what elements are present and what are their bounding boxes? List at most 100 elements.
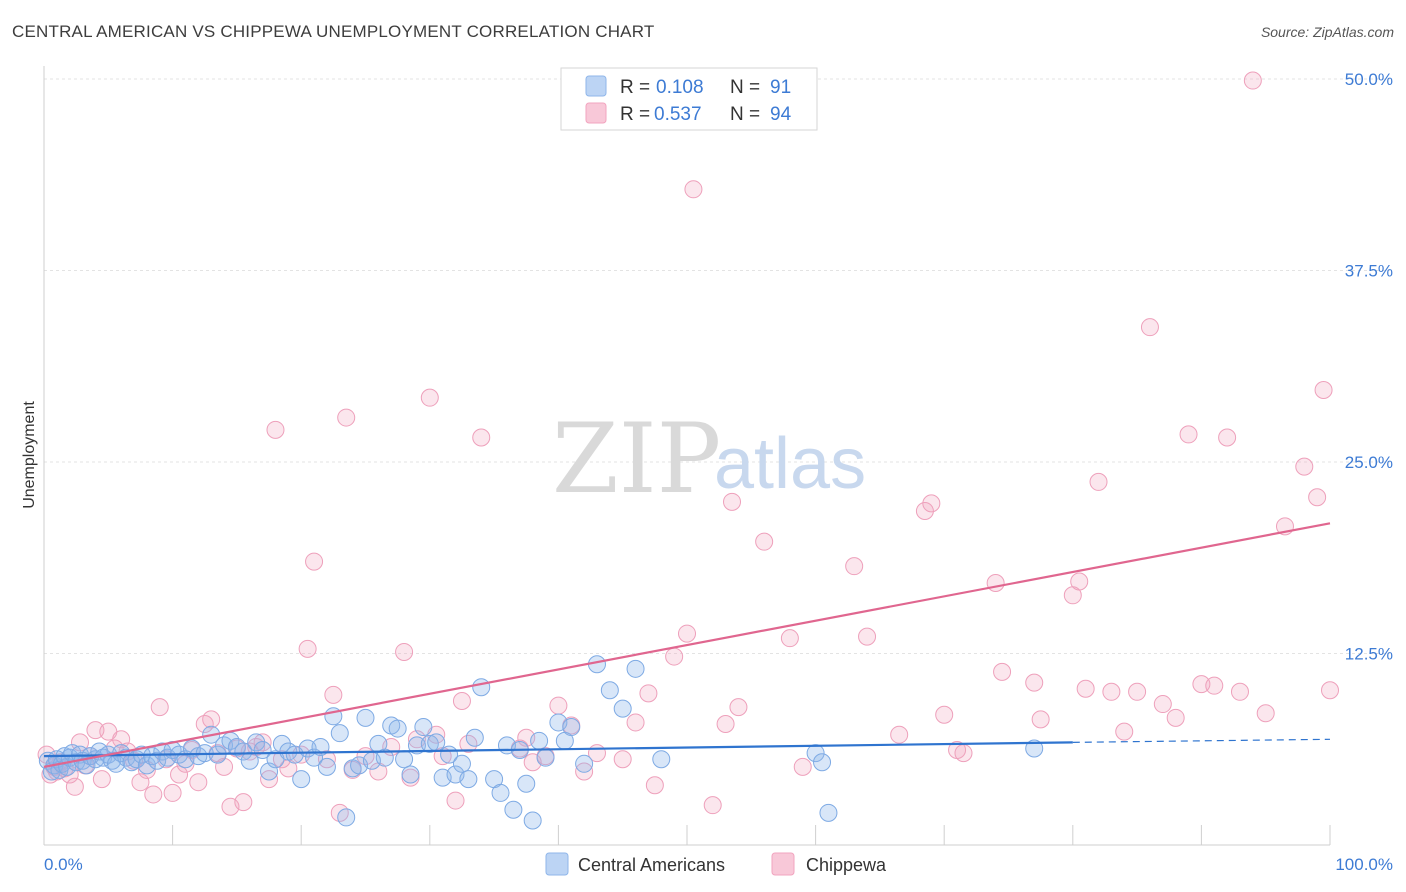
chippewa-point-96: [1031, 710, 1050, 729]
chippewa-point-75: [665, 647, 684, 666]
chippewa-point-39: [266, 420, 285, 439]
chippewa-point-44: [305, 552, 324, 571]
chippewa-point-107: [1179, 425, 1198, 444]
chippewa-point-74: [645, 776, 664, 795]
chippewa-point-72: [626, 713, 645, 732]
chippewa-point-81: [729, 698, 748, 717]
chippewa-point-12: [92, 770, 111, 789]
chippewa-point-83: [780, 629, 799, 648]
bottom-legend-central-americans: Central Americans: [578, 855, 725, 875]
bottom-legend-swatch-pink: [771, 852, 795, 876]
central-americans-point-28: [148, 751, 167, 770]
chippewa-point-62: [472, 428, 491, 447]
chippewa-point-112: [1243, 71, 1262, 90]
watermark-zip: ZIP: [552, 403, 721, 515]
chippewa-point-110: [1218, 428, 1237, 447]
central-americans-point-43: [240, 751, 259, 770]
chippewa-point-109: [1205, 676, 1224, 695]
chippewa-point-98: [1070, 572, 1089, 591]
central-americans-point-44: [247, 733, 266, 752]
central-americans-trend-line: [43, 741, 1073, 758]
chippewa-point-27: [189, 773, 208, 792]
series-legend: Central Americans Chippewa: [545, 852, 887, 876]
chart-title: CENTRAL AMERICAN VS CHIPPEWA UNEMPLOYMEN…: [12, 22, 655, 41]
central-americans-point-100: [819, 803, 838, 822]
chippewa-point-102: [1115, 722, 1134, 741]
central-americans-point-61: [356, 708, 375, 727]
central-americans-point-97: [652, 750, 671, 769]
chippewa-point-67: [549, 696, 568, 715]
central-americans-point-58: [337, 808, 356, 827]
chippewa-point-59: [446, 791, 465, 810]
chippewa-point-43: [298, 639, 317, 658]
chippewa-point-37: [253, 733, 272, 752]
chippewa-point-90: [935, 705, 954, 724]
y-tick-label-3: 50.0%: [1345, 70, 1393, 89]
central-americans-point-71: [420, 734, 439, 753]
central-americans-point-42: [234, 742, 253, 761]
y-tick-label-0: 12.5%: [1345, 645, 1393, 664]
chippewa-point-82: [755, 532, 774, 551]
trend-lines: [43, 522, 1331, 768]
central-americans-point-76: [452, 754, 471, 773]
central-americans-point-98: [806, 744, 825, 763]
chippewa-point-87: [890, 725, 909, 744]
chippewa-point-23: [163, 783, 182, 802]
central-americans-point-41: [227, 737, 246, 756]
chippewa-point-88: [915, 502, 934, 521]
central-americans-point-67: [395, 750, 414, 769]
central-americans-point-91: [562, 718, 581, 737]
chippewa-point-11: [86, 721, 105, 740]
central-americans-point-88: [536, 748, 555, 767]
chippewa-trend-line: [43, 522, 1331, 768]
chippewa-point-79: [716, 714, 735, 733]
central-americans-point-70: [414, 718, 433, 737]
central-americans-point-72: [427, 733, 446, 752]
chippewa-point-103: [1128, 682, 1147, 701]
central-americans-trend-extension: [1072, 738, 1331, 743]
legend-r-label-1: R =: [620, 77, 650, 98]
chippewa-point-118: [1321, 681, 1339, 700]
legend-swatch-pink: [585, 102, 607, 124]
central-americans-point-55: [317, 757, 336, 776]
bottom-legend-swatch-blue: [545, 852, 569, 876]
chippewa-point-117: [1314, 380, 1333, 399]
chippewa-point-28: [195, 714, 214, 733]
chippewa-point-48: [337, 408, 356, 427]
bottom-legend-chippewa: Chippewa: [806, 855, 887, 875]
legend-n-value-2: 94: [770, 104, 792, 125]
central-americans-point-64: [375, 748, 394, 767]
chippewa-point-69: [575, 762, 594, 781]
chippewa-point-111: [1230, 682, 1249, 701]
chippewa-point-100: [1089, 472, 1108, 491]
correlation-legend: R = 0.108 N = 91 R = 0.537 N = 94: [560, 67, 818, 131]
chippewa-point-89: [922, 494, 941, 513]
watermark-atlas: atlas: [714, 424, 866, 504]
axes: [43, 66, 1331, 846]
y-tick-label-1: 25.0%: [1345, 453, 1393, 472]
chippewa-point-47: [330, 803, 349, 822]
chippewa-point-116: [1308, 488, 1327, 507]
central-americans-point-87: [530, 731, 549, 750]
legend-r-value-1: 0.108: [656, 77, 704, 98]
central-americans-point-77: [459, 770, 478, 789]
chippewa-point-53: [395, 642, 414, 661]
chippewa-point-20: [144, 785, 163, 804]
chippewa-point-24: [170, 765, 189, 784]
legend-n-value-1: 91: [770, 77, 791, 98]
central-americans-point-69: [407, 736, 426, 755]
chippewa-point-29: [202, 710, 221, 729]
chippewa-point-93: [986, 574, 1005, 593]
chippewa-point-56: [420, 388, 439, 407]
chippewa-point-99: [1076, 679, 1095, 698]
chippewa-point-78: [703, 796, 722, 815]
chippewa-point-108: [1192, 675, 1211, 694]
central-americans-point-94: [600, 681, 619, 700]
chippewa-point-113: [1256, 704, 1275, 723]
central-americans-point-78: [465, 728, 484, 747]
gridlines: [44, 78, 1390, 654]
legend-n-label-2: N =: [730, 104, 760, 125]
x-tick-label-start: 0.0%: [44, 855, 83, 874]
central-americans-point-95: [613, 699, 632, 718]
